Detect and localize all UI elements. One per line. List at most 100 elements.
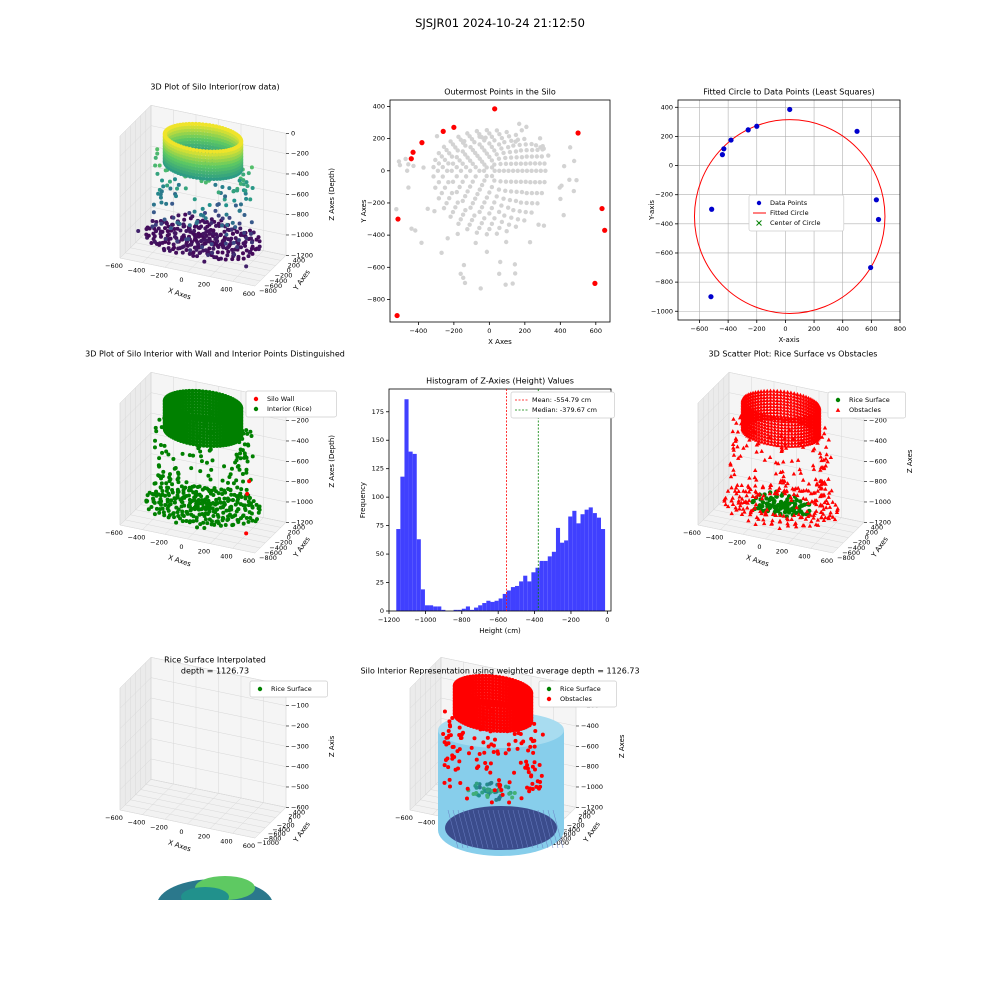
data-point xyxy=(433,157,438,163)
interior-point xyxy=(203,507,208,512)
interior-point xyxy=(201,431,206,436)
interior-point xyxy=(208,419,213,424)
data-point xyxy=(207,202,212,207)
data-point xyxy=(241,251,246,256)
data-point xyxy=(181,163,186,168)
data-point xyxy=(207,135,212,140)
obstacle-point xyxy=(483,760,488,765)
interior-point xyxy=(184,425,189,430)
data-point xyxy=(188,171,193,176)
interior-point xyxy=(236,520,241,525)
data-point xyxy=(207,126,212,131)
interior-point xyxy=(187,453,192,458)
x-tick-label: −800 xyxy=(453,616,471,624)
interior-point xyxy=(206,498,211,503)
data-point xyxy=(181,222,186,227)
data-point xyxy=(499,146,504,151)
y-axis-label: Y Axes xyxy=(869,535,890,560)
interior-point xyxy=(154,493,159,498)
interior-point xyxy=(218,437,223,442)
histogram-bar xyxy=(515,585,520,611)
data-point xyxy=(557,185,562,190)
data-point xyxy=(522,218,527,223)
data-point xyxy=(181,172,186,177)
interior-point xyxy=(181,415,186,420)
data-point xyxy=(218,232,223,237)
data-point xyxy=(224,212,229,217)
data-point xyxy=(183,186,188,191)
data-point xyxy=(173,177,178,182)
data-point xyxy=(153,163,158,168)
data-point xyxy=(465,131,470,136)
interior-point xyxy=(191,420,196,425)
obstacle-point xyxy=(506,747,511,752)
data-point xyxy=(394,206,399,212)
interior-point xyxy=(194,518,199,523)
data-point xyxy=(200,125,205,130)
data-point xyxy=(787,106,793,113)
x-tick-label: −1200 xyxy=(378,616,400,624)
data-point xyxy=(783,507,789,512)
data-point xyxy=(201,158,206,163)
data-point xyxy=(199,224,204,229)
data-point xyxy=(477,168,482,173)
interior-point xyxy=(212,486,217,491)
obstacle-point xyxy=(466,751,471,756)
interior-point xyxy=(188,441,193,446)
y-tick-label: 0 xyxy=(669,162,673,170)
interior-point xyxy=(181,436,186,441)
y-tick-label: 0 xyxy=(381,167,385,175)
data-point xyxy=(506,168,511,173)
interior-point xyxy=(160,450,165,455)
data-point xyxy=(436,179,442,185)
interior-point xyxy=(211,509,216,514)
interior-point xyxy=(188,435,193,440)
interior-point xyxy=(233,502,238,507)
data-point xyxy=(472,139,477,145)
interior-point xyxy=(243,507,248,512)
z-axis-label: Z Axes xyxy=(618,734,626,758)
data-point xyxy=(250,251,255,256)
interior-point xyxy=(236,507,241,512)
x-tick-label: 0 xyxy=(179,276,183,284)
data-point xyxy=(188,162,193,167)
data-point xyxy=(235,245,240,250)
interior-point xyxy=(187,520,192,525)
interior-point xyxy=(210,396,215,401)
interior-point xyxy=(191,514,196,519)
interior-point xyxy=(211,434,216,439)
x-tick-label: 200 xyxy=(808,325,820,333)
data-point xyxy=(215,155,220,160)
data-point xyxy=(174,194,178,199)
data-point xyxy=(249,240,254,245)
data-point xyxy=(250,186,255,191)
data-point xyxy=(218,170,223,175)
gridline xyxy=(254,522,287,554)
interior-point xyxy=(208,447,213,452)
interior-point xyxy=(198,424,203,429)
data-point xyxy=(868,264,874,271)
data-point xyxy=(167,248,172,253)
obstacle-point xyxy=(533,728,538,733)
data-point xyxy=(153,222,158,227)
x-tick-label: −600 xyxy=(691,325,709,333)
interior-point xyxy=(215,437,220,442)
interior-point xyxy=(195,525,200,530)
histogram-bar xyxy=(531,572,536,611)
interior-point xyxy=(206,488,211,493)
obstacle-point xyxy=(538,784,543,789)
outermost-point xyxy=(408,156,414,162)
interior-point xyxy=(193,404,198,409)
data-point xyxy=(513,179,519,184)
interior-point xyxy=(184,416,189,421)
legend-label: Silo Wall xyxy=(267,395,295,403)
interior-point xyxy=(158,485,163,490)
data-point xyxy=(180,250,185,255)
data-point xyxy=(193,121,198,126)
data-point xyxy=(190,143,195,148)
interior-point xyxy=(208,425,213,430)
interior-point xyxy=(199,494,204,499)
data-point xyxy=(524,190,529,196)
obstacle-point xyxy=(532,744,537,749)
interior-point xyxy=(152,500,157,505)
